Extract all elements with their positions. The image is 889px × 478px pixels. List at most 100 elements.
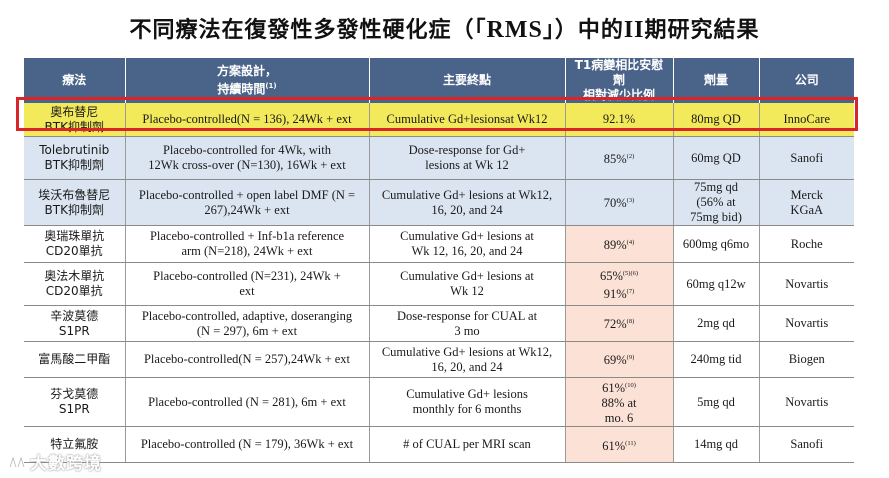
reduction-value: 61%	[602, 381, 626, 396]
title-prefix: 不同療法在復發性多發性硬化症（「	[129, 18, 487, 43]
results-table: 療法 方案設計， 持續時間(1) 主要終點 T1病變相比安慰劑 相對減少比例 劑量 …	[24, 58, 854, 464]
dose-line3: 75mg bid)	[690, 210, 742, 224]
design-line2: (N = 297), 6m + ext	[196, 323, 298, 338]
table-row: 奧法木單抗 CD20單抗 Placebo-controlled (N=231), 2…	[24, 262, 854, 306]
cell-endpoint: Cumulative Gd+ lesions monthly for 6 mont…	[369, 377, 566, 428]
cell-reduction: 72%(8)	[565, 305, 674, 342]
watermark: 大數跨境	[8, 449, 102, 474]
cell-company: Merck KGaA	[759, 179, 854, 226]
reduction-footnote: (11)	[625, 439, 636, 447]
dose-line1: 2mg qd	[697, 316, 735, 330]
therapy-class: BTK抑制劑	[44, 158, 104, 172]
design-line1: Placebo-controlled + Inf-b1a reference	[149, 229, 345, 243]
therapy-name: Tolebrutinib	[39, 143, 110, 157]
company-line1: Novartis	[785, 276, 829, 291]
design-line2: 12Wk cross-over (N=130), 16Wk + ext	[148, 158, 346, 172]
therapy-name: 辛波莫德	[50, 308, 99, 323]
reduction-value: 70%	[603, 196, 627, 211]
reduction-value-2: 88% at	[601, 396, 637, 411]
cell-therapy: 奧法木單抗 CD20單抗	[24, 262, 126, 306]
design-line1: Placebo-controlled(N = 257),24Wk + ext	[143, 352, 351, 366]
title-end: 期研究結果	[644, 18, 760, 43]
dose-line2: (56% at	[696, 195, 736, 209]
endpoint-line1: # of CUAL per MRI scan	[403, 437, 531, 452]
cell-reduction: 92.1%	[565, 103, 674, 137]
endpoint-line2: 3 mo	[454, 323, 480, 338]
cell-dose: 60mg q12w	[673, 262, 760, 306]
header-design: 方案設計， 持續時間(1)	[125, 58, 370, 103]
endpoint-line1: Cumulative Gd+ lesions at	[400, 269, 534, 283]
reduction-footnote-2: (7)	[626, 288, 635, 295]
endpoint-line2: 16, 20, and 24	[431, 202, 503, 217]
cell-company: Novartis	[759, 305, 854, 342]
reduction-value: 69%	[603, 353, 627, 368]
cell-design: Placebo-controlled (N = 281), 6m + ext	[125, 377, 370, 428]
watermark-text: 大數跨境	[30, 454, 102, 474]
cell-design: Placebo-controlled (N=231), 24Wk + ext	[125, 262, 370, 306]
reduction-footnote: (9)	[626, 354, 635, 362]
cell-dose: 60mg QD	[673, 136, 760, 180]
company-line1: Biogen	[788, 352, 825, 366]
dose-line1: 75mg qd	[693, 180, 739, 194]
cell-dose: 75mg qd (56% at 75mg bid)	[673, 179, 760, 226]
endpoint-line1: Dose-response for CUAL at	[396, 308, 538, 323]
dose-line1: 60mg QD	[691, 150, 741, 165]
dose-line1: 600mg q6mo	[682, 236, 750, 251]
endpoint-line2: monthly for 6 months	[412, 402, 522, 417]
cell-therapy: 奧瑞珠單抗 CD20單抗	[24, 225, 126, 263]
watermark-logo-icon	[8, 455, 26, 468]
dose-line1: 80mg QD	[691, 112, 741, 126]
cell-endpoint: Cumulative Gd+ lesions at Wk12, 16, 20, a…	[369, 179, 566, 226]
company-line1: Novartis	[785, 316, 829, 330]
endpoint-line1: Cumulative Gd+ lesions at Wk12,	[381, 344, 553, 359]
header-dose: 劑量	[673, 58, 760, 103]
header-row: 療法 方案設計， 持續時間(1) 主要終點 T1病變相比安慰劑 相對減少比例 劑量 …	[24, 58, 854, 103]
cell-reduction: 61%(11)	[565, 426, 674, 464]
reduction-value: 72%	[603, 317, 627, 332]
table-row: 富馬酸二甲酯 Placebo-controlled(N = 257),24Wk +…	[24, 341, 854, 378]
design-line2: 267),24Wk + ext	[204, 202, 290, 217]
reduction-value: 89%	[603, 238, 627, 253]
company-line1: InnoCare	[783, 112, 830, 126]
table-row: Tolebrutinib BTK抑制劑 Placebo-controlled for…	[24, 136, 854, 180]
cell-design: Placebo-controlled (N = 179), 36Wk + ext	[125, 426, 370, 464]
endpoint-line1: Cumulative Gd+ lesions at	[400, 229, 534, 243]
therapy-class: CD20單抗	[45, 244, 103, 258]
reduction-footnote: (5)(6)	[622, 269, 639, 277]
reduction-footnote: (8)	[626, 318, 635, 326]
cell-company: Novartis	[759, 377, 854, 428]
cell-therapy: 芬戈莫德 S1PR	[24, 377, 126, 428]
cell-reduction: 89%(4)	[565, 225, 674, 263]
header-reduction-line2: 相對減少比例	[582, 88, 655, 102]
cell-reduction: 61%(10) 88% at mo. 6	[565, 377, 674, 428]
cell-design: Placebo-controlled for 4Wk, with 12Wk cro…	[125, 136, 370, 180]
table-row: 奧布替尼 BTK抑制劑 Placebo-controlled(N = 136), 2…	[24, 103, 854, 137]
cell-endpoint: # of CUAL per MRI scan	[369, 426, 566, 464]
reduction-footnote: (2)	[626, 152, 635, 160]
cell-therapy: 辛波莫德 S1PR	[24, 305, 126, 342]
title-suffix: 」）中的	[542, 18, 624, 43]
company-line1: Merck	[790, 187, 824, 202]
header-design-line2: 持續時間	[217, 82, 266, 96]
therapy-class: S1PR	[58, 402, 90, 417]
therapy-name: 特立氟胺	[50, 437, 99, 452]
therapy-class: BTK抑制劑	[44, 119, 104, 134]
company-line1: Roche	[790, 236, 823, 251]
cell-company: Sanofi	[759, 426, 854, 464]
table-row: 辛波莫德 S1PR Placebo-controlled, adaptive, do…	[24, 305, 854, 342]
header-design-line1: 方案設計，	[216, 64, 277, 78]
cell-company: InnoCare	[759, 103, 854, 137]
design-line2: arm (N=218), 24Wk + ext	[181, 244, 313, 258]
cell-company: Biogen	[759, 341, 854, 378]
cell-dose: 600mg q6mo	[673, 225, 760, 263]
reduction-value: 65%	[599, 269, 623, 283]
cell-endpoint: Dose-response for Gd+ lesions at Wk 12	[369, 136, 566, 180]
endpoint-line1: Cumulative Gd+ lesions at Wk12,	[381, 187, 553, 202]
reduction-value-3: mo. 6	[604, 411, 634, 426]
endpoint-line2: lesions at Wk 12	[425, 158, 509, 172]
cell-reduction: 69%(9)	[565, 341, 674, 378]
therapy-class: CD20單抗	[45, 284, 103, 298]
design-line1: Placebo-controlled (N=231), 24Wk +	[153, 269, 341, 283]
header-design-note: (1)	[265, 82, 277, 90]
cell-reduction: 85%(2)	[565, 136, 674, 180]
